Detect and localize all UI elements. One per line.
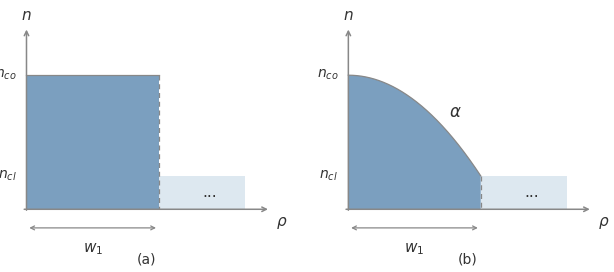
Text: ...: ...: [524, 185, 539, 200]
Bar: [26, 176, 246, 209]
Text: $\rho$: $\rho$: [276, 215, 287, 231]
Text: $\rho$: $\rho$: [597, 215, 609, 231]
Text: $n_{co}$: $n_{co}$: [0, 68, 17, 82]
Text: $n$: $n$: [21, 8, 32, 23]
Bar: [26, 75, 159, 209]
Text: $n$: $n$: [343, 8, 354, 23]
Text: $n_{cl}$: $n_{cl}$: [0, 169, 17, 183]
Bar: [348, 176, 567, 209]
Text: $w_1$: $w_1$: [405, 241, 425, 256]
Text: $n_{cl}$: $n_{cl}$: [319, 169, 338, 183]
Text: $w_1$: $w_1$: [82, 241, 103, 256]
Text: $\alpha$: $\alpha$: [449, 103, 462, 121]
Text: (b): (b): [458, 253, 478, 267]
Text: (a): (a): [136, 253, 156, 267]
Text: ...: ...: [203, 185, 217, 200]
Polygon shape: [348, 75, 481, 209]
Text: $n_{co}$: $n_{co}$: [317, 68, 338, 82]
